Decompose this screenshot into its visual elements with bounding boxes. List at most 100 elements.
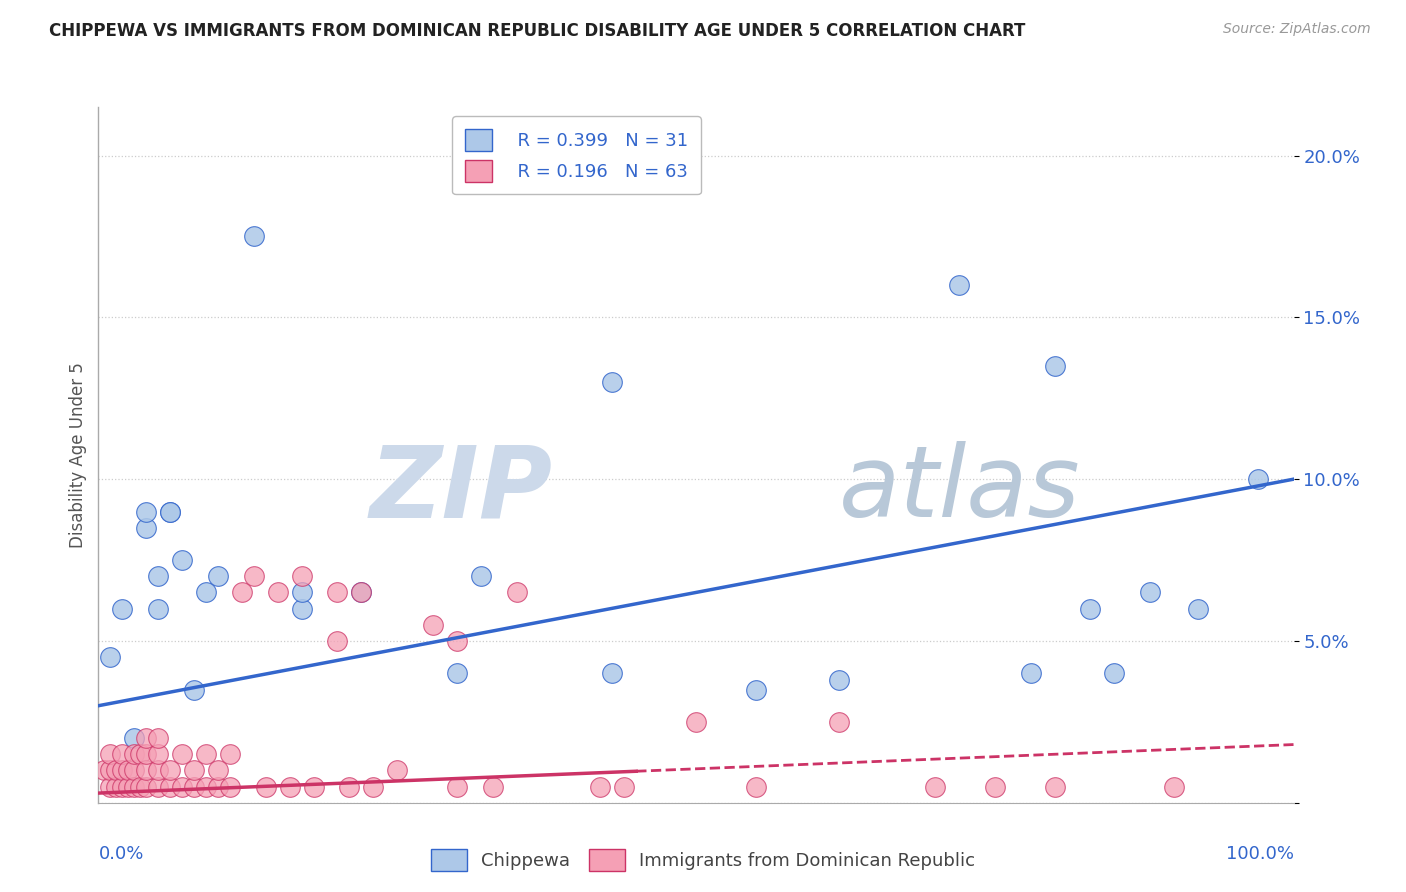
Point <box>159 780 181 794</box>
Legend:   R = 0.399   N = 31,   R = 0.196   N = 63: R = 0.399 N = 31, R = 0.196 N = 63 <box>451 116 702 194</box>
Point <box>219 747 242 762</box>
Point <box>290 585 312 599</box>
Point <box>117 780 139 794</box>
Point <box>135 521 157 535</box>
Y-axis label: Disability Age Under 5: Disability Age Under 5 <box>69 362 87 548</box>
Point <box>290 569 312 583</box>
Point <box>111 747 134 762</box>
Point <box>337 780 360 794</box>
Point <box>243 229 266 244</box>
Point <box>613 780 636 794</box>
Point <box>219 780 242 794</box>
Point <box>129 780 152 794</box>
Point <box>685 714 707 729</box>
Point <box>828 714 851 729</box>
Point <box>135 731 157 745</box>
Point <box>363 780 385 794</box>
Point <box>446 666 468 681</box>
Point <box>194 747 217 762</box>
Point <box>231 585 253 599</box>
Point <box>124 747 146 762</box>
Point <box>385 764 409 778</box>
Point <box>278 780 301 794</box>
Point <box>302 780 325 794</box>
Text: 0.0%: 0.0% <box>98 845 143 863</box>
Point <box>207 569 229 583</box>
Text: atlas: atlas <box>839 442 1081 538</box>
Point <box>194 780 217 794</box>
Point <box>148 731 170 745</box>
Point <box>117 764 139 778</box>
Point <box>290 601 312 615</box>
Point <box>1080 601 1102 615</box>
Point <box>326 634 349 648</box>
Point <box>172 747 194 762</box>
Point <box>267 585 290 599</box>
Point <box>745 682 768 697</box>
Point <box>183 764 205 778</box>
Point <box>93 764 115 778</box>
Point <box>194 585 217 599</box>
Point <box>1246 472 1268 486</box>
Point <box>1102 666 1125 681</box>
Point <box>446 780 468 794</box>
Point <box>506 585 529 599</box>
Point <box>600 666 623 681</box>
Point <box>470 569 492 583</box>
Point <box>98 764 122 778</box>
Point <box>111 601 134 615</box>
Point <box>350 585 373 599</box>
Text: CHIPPEWA VS IMMIGRANTS FROM DOMINICAN REPUBLIC DISABILITY AGE UNDER 5 CORRELATIO: CHIPPEWA VS IMMIGRANTS FROM DOMINICAN RE… <box>49 22 1025 40</box>
Point <box>105 764 128 778</box>
Text: 100.0%: 100.0% <box>1226 845 1294 863</box>
Point <box>124 780 146 794</box>
Point <box>135 747 157 762</box>
Point <box>350 585 373 599</box>
Point <box>148 569 170 583</box>
Point <box>481 780 505 794</box>
Point <box>183 682 205 697</box>
Point <box>135 764 157 778</box>
Text: ZIP: ZIP <box>370 442 553 538</box>
Point <box>135 780 157 794</box>
Point <box>159 504 181 518</box>
Point <box>172 780 194 794</box>
Point <box>98 780 122 794</box>
Point <box>207 764 229 778</box>
Point <box>148 780 170 794</box>
Point <box>948 278 970 293</box>
Point <box>1139 585 1161 599</box>
Point <box>183 780 205 794</box>
Point <box>111 764 134 778</box>
Point <box>111 780 134 794</box>
Point <box>745 780 768 794</box>
Point <box>828 673 851 687</box>
Point <box>243 569 266 583</box>
Point <box>600 375 623 389</box>
Point <box>1019 666 1042 681</box>
Point <box>129 747 152 762</box>
Point <box>254 780 277 794</box>
Point <box>148 764 170 778</box>
Point <box>1187 601 1209 615</box>
Point <box>172 553 194 567</box>
Point <box>124 731 146 745</box>
Point <box>148 601 170 615</box>
Point <box>983 780 1005 794</box>
Point <box>924 780 946 794</box>
Legend: Chippewa, Immigrants from Dominican Republic: Chippewa, Immigrants from Dominican Repu… <box>423 842 983 879</box>
Text: Source: ZipAtlas.com: Source: ZipAtlas.com <box>1223 22 1371 37</box>
Point <box>148 747 170 762</box>
Point <box>1043 359 1066 373</box>
Point <box>98 747 122 762</box>
Point <box>98 650 122 665</box>
Point <box>422 617 444 632</box>
Point <box>207 780 229 794</box>
Point <box>159 504 181 518</box>
Point <box>159 764 181 778</box>
Point <box>589 780 612 794</box>
Point <box>326 585 349 599</box>
Point <box>105 780 128 794</box>
Point <box>124 764 146 778</box>
Point <box>446 634 468 648</box>
